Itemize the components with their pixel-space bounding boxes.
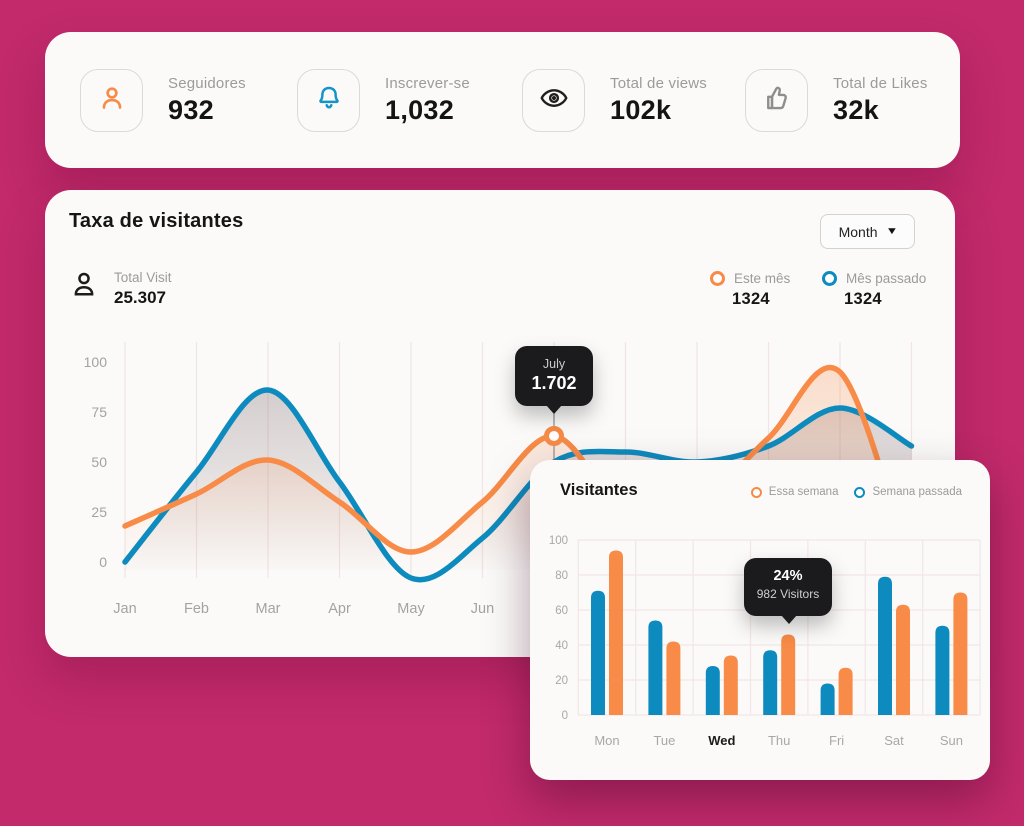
stat-label: Seguidores — [168, 75, 246, 92]
legend-label: Este mês — [734, 271, 791, 286]
legend-label: Mês passado — [846, 271, 927, 286]
thursday-tooltip: 24% 982 Visitors — [744, 558, 832, 624]
svg-text:Mon: Mon — [594, 733, 619, 748]
y-axis-ticks: 100 75 50 25 0 — [84, 354, 108, 570]
svg-text:Wed: Wed — [708, 733, 735, 748]
legend-value: 1324 — [844, 290, 882, 308]
stat-value: 932 — [168, 95, 214, 125]
x-axis-day-labels: Mon Tue Wed Thu Fri Sat Sun — [594, 733, 963, 748]
period-dropdown-label: Month — [838, 223, 878, 240]
total-visit-value: 25.307 — [114, 288, 166, 307]
legend-label: Semana passada — [872, 486, 962, 498]
weekly-legend: Essa semana Semana passada — [750, 486, 962, 498]
stat-label: Inscrever-se — [385, 75, 470, 92]
svg-text:Feb: Feb — [184, 601, 209, 617]
svg-text:Jan: Jan — [113, 601, 136, 617]
user-icon — [97, 83, 127, 118]
tooltip-percent: 24% — [773, 568, 803, 584]
svg-text:25: 25 — [91, 504, 107, 520]
svg-text:Fri: Fri — [829, 733, 844, 748]
stat-views: Total de views 102k — [522, 69, 707, 132]
thumb-icon — [762, 83, 792, 118]
eye-icon — [539, 83, 569, 118]
stat-likes: Total de Likes 32k — [745, 69, 928, 132]
user-icon-box — [80, 69, 143, 132]
legend-este-mes: Este mês 1324 — [710, 271, 790, 309]
card-title: Visitantes — [560, 481, 638, 499]
stat-value: 32k — [833, 95, 879, 125]
stat-label: Total de views — [610, 75, 708, 92]
tooltip-value: 1.702 — [531, 373, 577, 393]
svg-text:60: 60 — [555, 605, 568, 617]
x-axis-month-labels: Jan Feb Mar Apr May Jun — [113, 601, 494, 617]
svg-text:Mar: Mar — [256, 601, 281, 617]
legend-label: Essa semana — [768, 486, 839, 498]
period-dropdown[interactable]: Month ▼ — [820, 214, 915, 249]
svg-text:80: 80 — [555, 570, 568, 582]
orange-ring-icon — [710, 271, 725, 286]
bell-icon-box — [297, 69, 360, 132]
tooltip-arrow — [781, 615, 797, 624]
svg-text:Thu: Thu — [768, 733, 790, 748]
july-data-point-marker[interactable] — [544, 426, 564, 446]
legend-mes-passado: Mês passado 1324 — [822, 271, 926, 309]
svg-text:May: May — [397, 601, 425, 617]
svg-text:100: 100 — [549, 535, 568, 547]
eye-icon-box — [522, 69, 585, 132]
svg-text:Tue: Tue — [653, 733, 675, 748]
stat-value: 1,032 — [385, 95, 455, 125]
gridlines — [577, 539, 981, 716]
legend-essa-semana: Essa semana — [750, 486, 839, 498]
stat-inscrever: Inscrever-se 1,032 — [297, 69, 470, 132]
tooltip-month: July — [542, 357, 566, 371]
svg-text:0: 0 — [562, 710, 568, 722]
legend-semana-passada: Semana passada — [854, 486, 962, 498]
y-axis-ticks: 0 20 40 60 80 100 — [549, 535, 568, 722]
thumb-icon-box — [745, 69, 808, 132]
bell-icon — [314, 83, 344, 118]
svg-text:75: 75 — [91, 404, 107, 420]
weekly-visitors-bar-chart[interactable]: 0 20 40 60 80 100 Mon Tue Wed Thu Fri Sat Sun — [530, 460, 990, 780]
stat-value: 102k — [610, 95, 672, 125]
orange-ring-icon — [750, 486, 762, 498]
stat-label: Total de Likes — [833, 75, 928, 92]
card-title: Taxa de visitantes — [69, 210, 244, 232]
svg-text:20: 20 — [555, 675, 568, 687]
weekly-visitors-card: Visitantes Essa semana Semana passada 0 2… — [530, 460, 990, 780]
svg-text:100: 100 — [84, 354, 108, 370]
legend-value: 1324 — [732, 290, 770, 308]
stats-card: Seguidores 932 Inscrever-se 1,032 — [45, 32, 960, 168]
chevron-down-icon: ▼ — [885, 226, 898, 237]
svg-text:Jun: Jun — [471, 601, 494, 617]
bars[interactable] — [591, 550, 968, 716]
svg-text:Sun: Sun — [940, 733, 963, 748]
svg-text:Sat: Sat — [884, 733, 904, 748]
svg-text:0: 0 — [99, 554, 107, 570]
blue-ring-icon — [822, 271, 837, 286]
july-tooltip: July 1.702 — [515, 346, 593, 414]
stat-seguidores: Seguidores 932 — [80, 69, 246, 132]
svg-text:50: 50 — [91, 454, 107, 470]
blue-ring-icon — [854, 486, 866, 498]
tooltip-visitors: 982 Visitors — [756, 587, 820, 601]
tooltip-arrow — [546, 405, 562, 414]
person-icon — [71, 270, 97, 305]
total-visit-block: Total Visit 25.307 — [71, 270, 172, 308]
svg-text:40: 40 — [555, 640, 568, 652]
total-visit-label: Total Visit — [114, 270, 172, 285]
svg-text:Apr: Apr — [328, 601, 351, 617]
